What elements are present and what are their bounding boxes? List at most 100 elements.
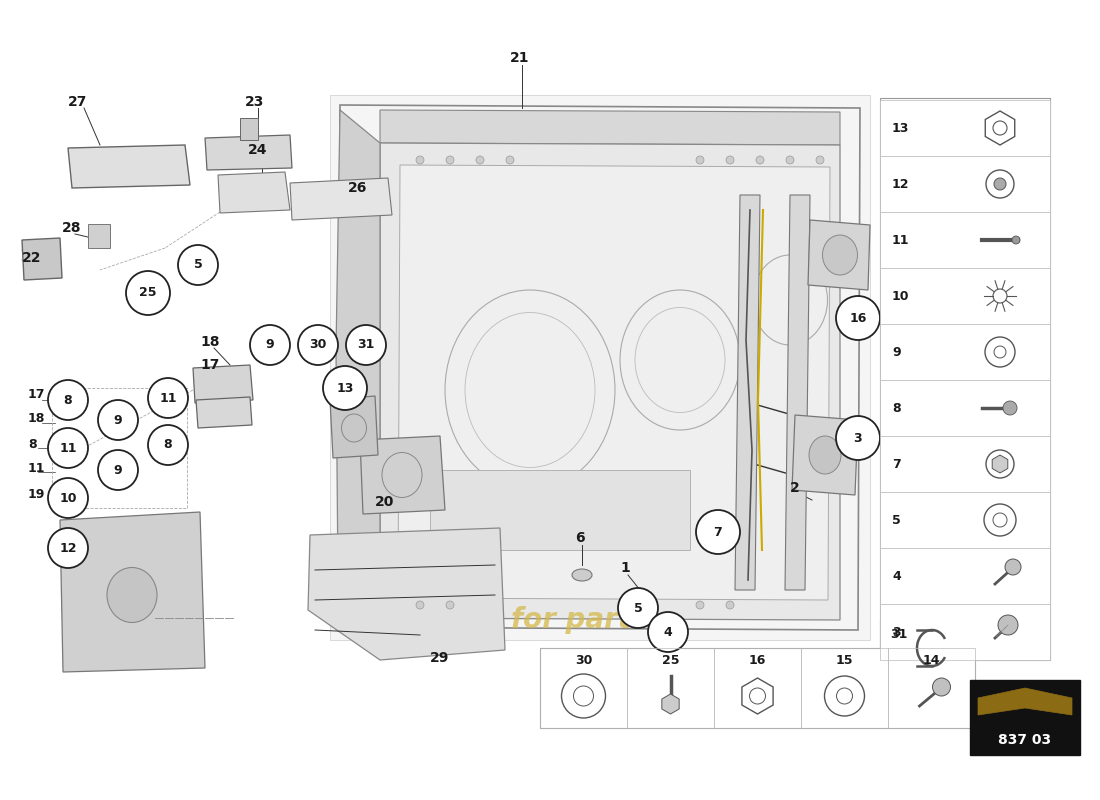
Polygon shape <box>330 95 870 640</box>
Bar <box>880 604 1050 660</box>
Text: 25: 25 <box>140 286 156 299</box>
Bar <box>240 118 258 140</box>
Circle shape <box>696 156 704 164</box>
Polygon shape <box>379 143 840 620</box>
Text: 5: 5 <box>892 514 901 526</box>
Polygon shape <box>360 436 446 514</box>
Text: 7: 7 <box>892 458 901 470</box>
Text: 1: 1 <box>620 561 629 575</box>
Text: 18: 18 <box>28 411 45 425</box>
Bar <box>880 324 1050 380</box>
Circle shape <box>476 156 484 164</box>
Text: 4: 4 <box>663 626 672 638</box>
Polygon shape <box>662 694 679 714</box>
Bar <box>880 380 1050 436</box>
Circle shape <box>178 245 218 285</box>
Text: 18: 18 <box>200 335 220 349</box>
Circle shape <box>126 271 170 315</box>
Polygon shape <box>808 220 870 290</box>
Text: 5: 5 <box>634 602 642 614</box>
Bar <box>970 680 1080 755</box>
Circle shape <box>696 510 740 554</box>
Text: 24: 24 <box>248 143 267 157</box>
Circle shape <box>618 588 658 628</box>
Bar <box>880 492 1050 548</box>
Text: 8: 8 <box>892 402 901 414</box>
Bar <box>627 648 714 728</box>
Bar <box>888 648 975 728</box>
Text: 9: 9 <box>113 414 122 426</box>
Text: 16: 16 <box>749 654 767 666</box>
Text: 30: 30 <box>309 338 327 351</box>
Text: 28: 28 <box>62 221 81 235</box>
Text: 11: 11 <box>28 462 45 474</box>
Text: 22: 22 <box>22 251 42 265</box>
Text: 12: 12 <box>892 178 910 190</box>
Bar <box>540 648 627 728</box>
Bar <box>880 98 1050 660</box>
Text: 13: 13 <box>337 382 354 394</box>
Text: 11: 11 <box>59 442 77 454</box>
Bar <box>540 648 975 728</box>
Text: 7: 7 <box>714 526 723 538</box>
Polygon shape <box>785 195 810 590</box>
Text: 16: 16 <box>849 311 867 325</box>
Circle shape <box>786 156 794 164</box>
Bar <box>801 648 888 728</box>
Polygon shape <box>978 688 1072 715</box>
Text: 19: 19 <box>28 489 45 502</box>
Text: 10: 10 <box>892 290 910 302</box>
Bar <box>52 388 187 508</box>
Text: 29: 29 <box>430 651 450 665</box>
Text: 11: 11 <box>160 391 177 405</box>
Circle shape <box>298 325 338 365</box>
Bar <box>714 648 801 728</box>
Circle shape <box>98 400 138 440</box>
Text: 26: 26 <box>348 181 367 195</box>
Text: 17: 17 <box>28 389 45 402</box>
Text: 27: 27 <box>68 95 87 109</box>
Circle shape <box>756 156 764 164</box>
Text: 12: 12 <box>59 542 77 554</box>
Text: 8: 8 <box>64 394 73 406</box>
Ellipse shape <box>572 569 592 581</box>
Circle shape <box>346 325 386 365</box>
Text: 31: 31 <box>890 627 908 641</box>
Text: 3: 3 <box>854 431 862 445</box>
Polygon shape <box>398 165 830 600</box>
Text: a passion for parts: a passion for parts <box>353 606 647 634</box>
Polygon shape <box>792 415 858 495</box>
Circle shape <box>446 601 454 609</box>
Bar <box>880 548 1050 604</box>
Circle shape <box>416 156 424 164</box>
Circle shape <box>648 612 688 652</box>
Text: 8: 8 <box>164 438 173 451</box>
Text: 4: 4 <box>892 570 901 582</box>
Circle shape <box>1012 236 1020 244</box>
Text: 5: 5 <box>194 258 202 271</box>
Polygon shape <box>992 455 1008 473</box>
Polygon shape <box>192 365 253 403</box>
Text: 9: 9 <box>266 338 274 351</box>
Text: 20: 20 <box>375 495 395 509</box>
Polygon shape <box>735 195 760 590</box>
Bar <box>88 224 110 248</box>
Circle shape <box>48 478 88 518</box>
Bar <box>880 620 965 675</box>
Circle shape <box>148 378 188 418</box>
Text: 837 03: 837 03 <box>999 733 1052 747</box>
Bar <box>430 470 690 550</box>
Circle shape <box>48 428 88 468</box>
Polygon shape <box>336 110 380 618</box>
Circle shape <box>696 601 704 609</box>
Circle shape <box>416 601 424 609</box>
Circle shape <box>726 156 734 164</box>
Circle shape <box>994 178 1006 190</box>
Text: 2: 2 <box>790 481 800 495</box>
Polygon shape <box>205 135 292 170</box>
Polygon shape <box>330 396 378 458</box>
Text: 6: 6 <box>575 531 584 545</box>
Text: 3: 3 <box>892 626 901 638</box>
Text: 9: 9 <box>892 346 901 358</box>
Circle shape <box>1003 401 1018 415</box>
